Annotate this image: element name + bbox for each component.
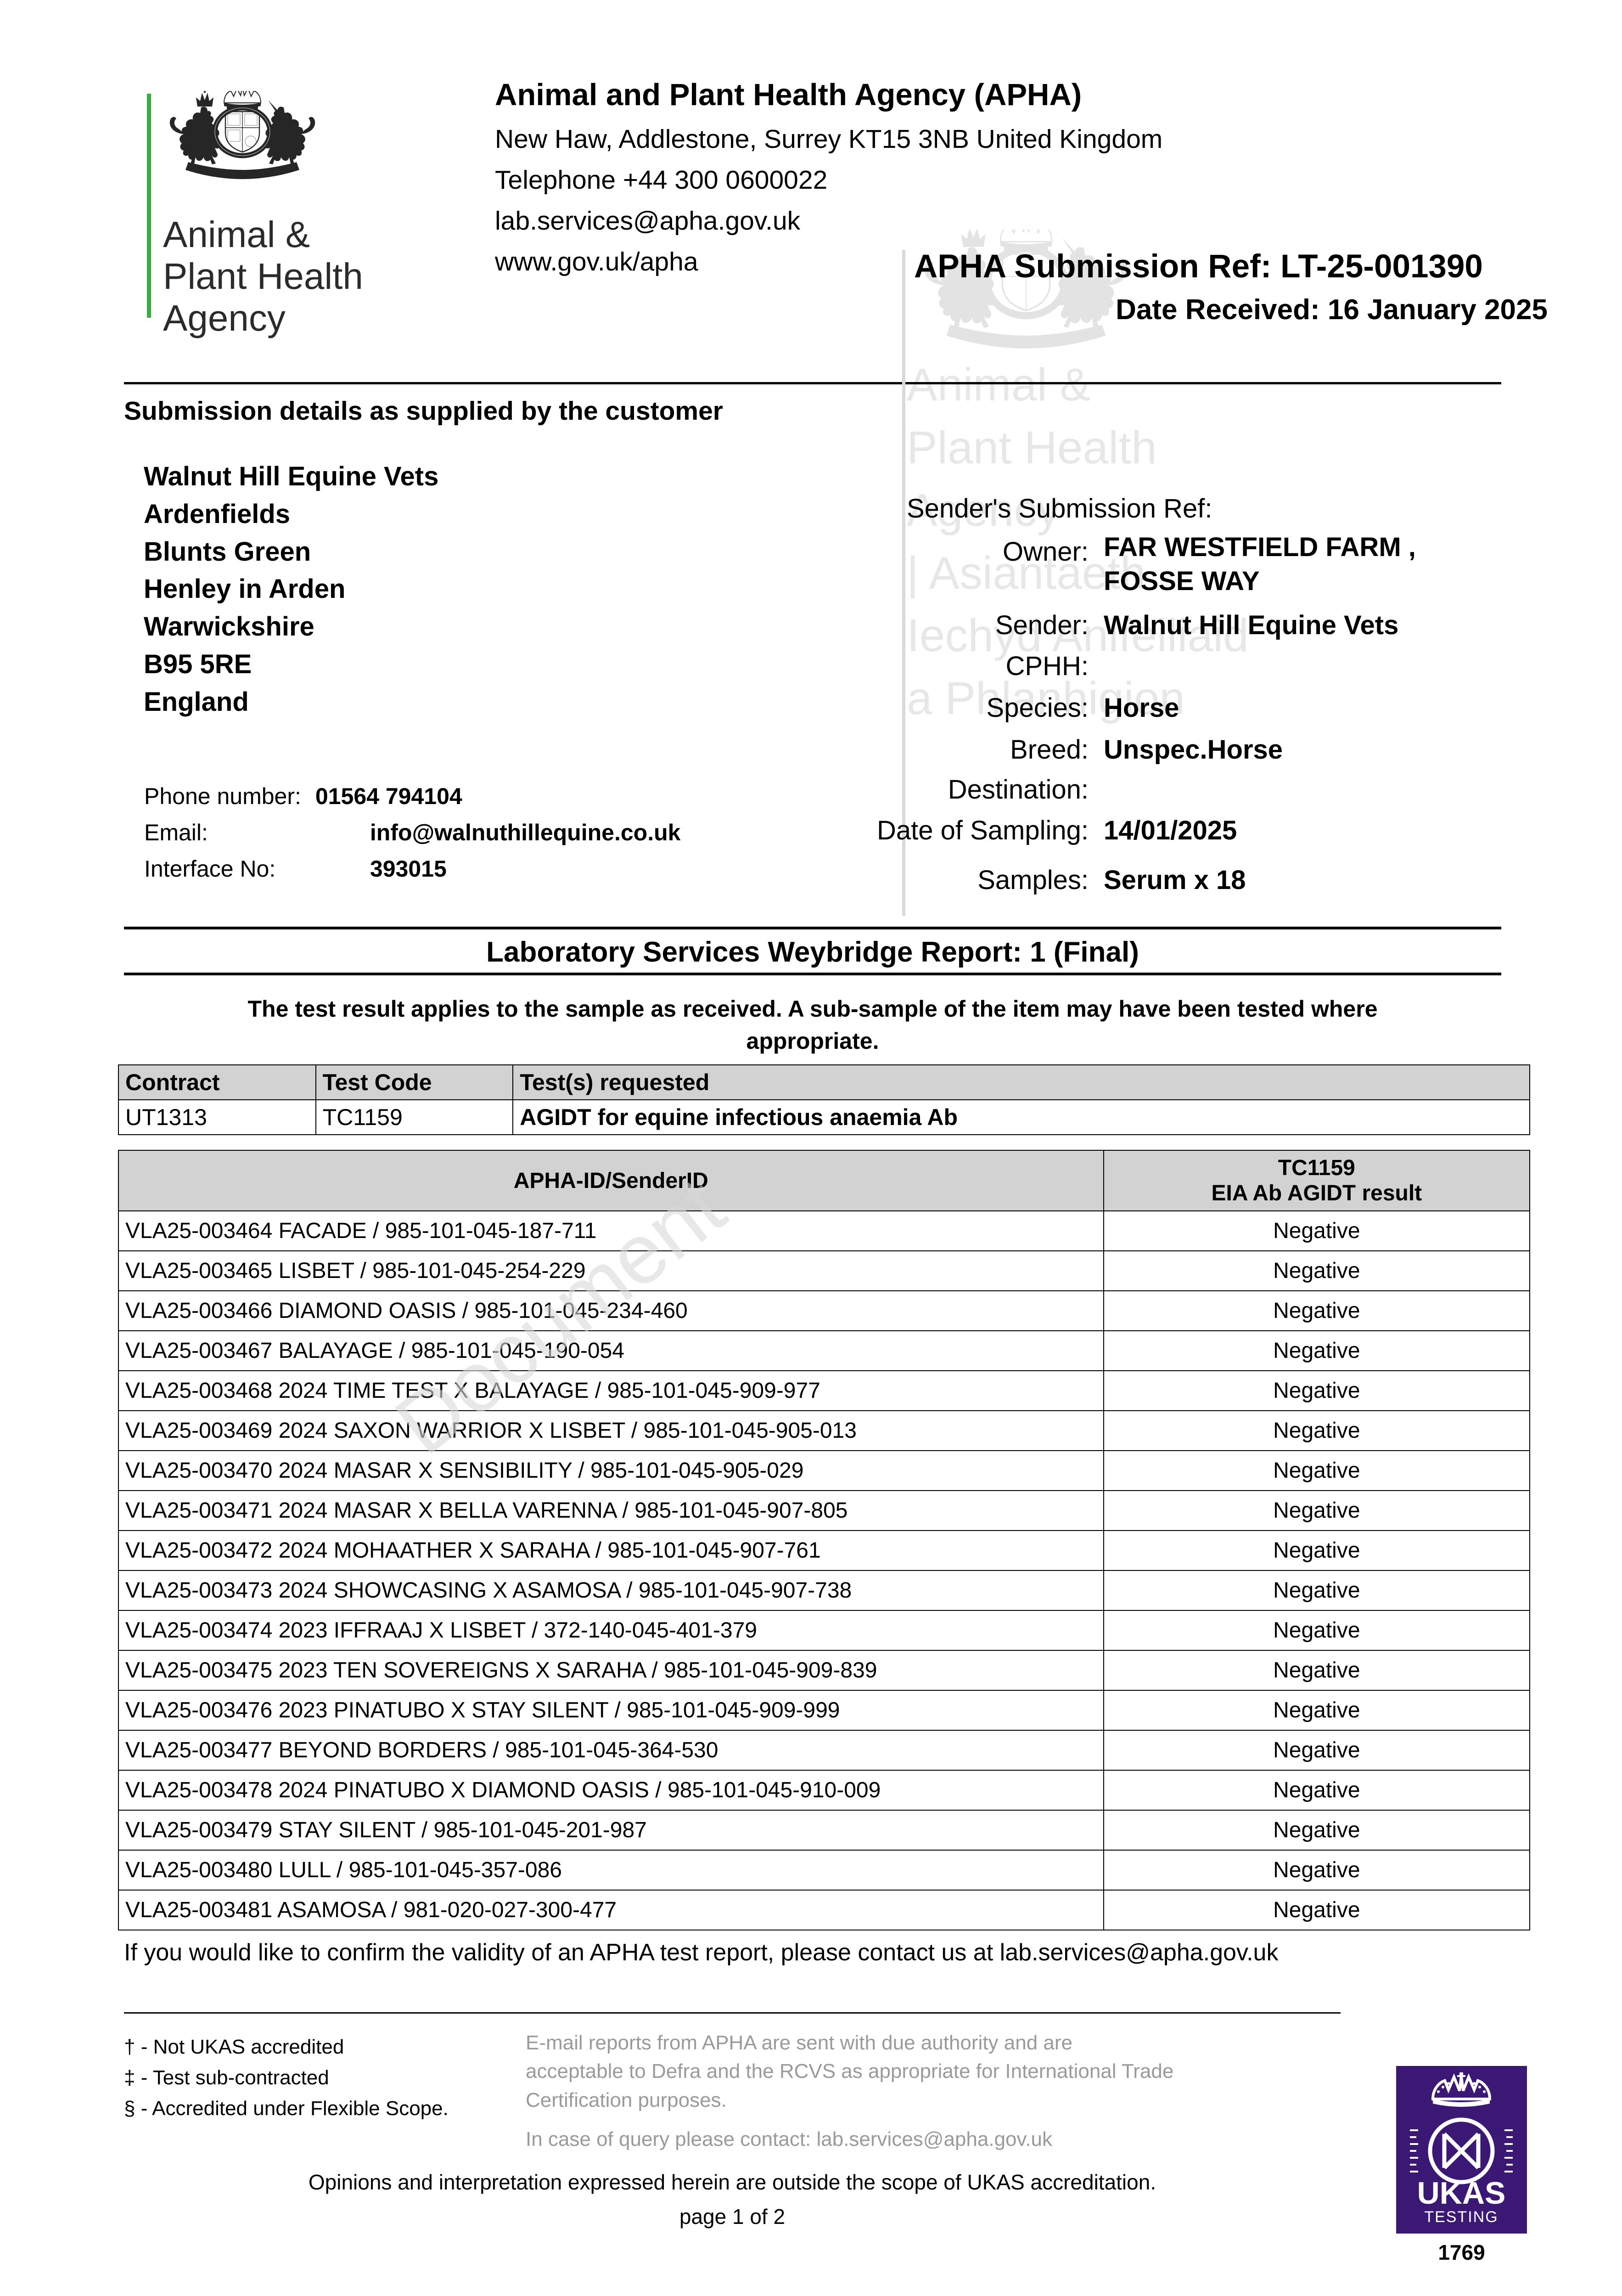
svg-text:TESTING: TESTING (1424, 2208, 1498, 2226)
svg-text:UKAS: UKAS (1417, 2176, 1506, 2211)
